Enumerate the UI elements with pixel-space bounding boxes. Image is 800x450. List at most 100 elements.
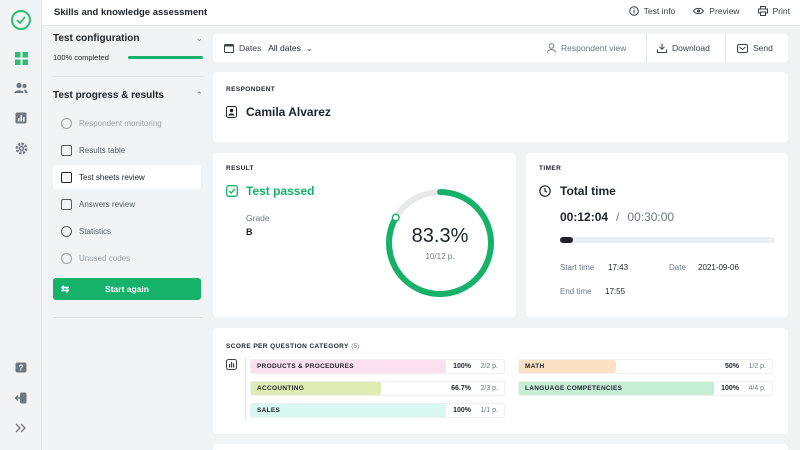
score-category-name: SALES <box>257 407 281 414</box>
mail-icon <box>737 43 748 53</box>
svg-text:?: ? <box>19 364 24 373</box>
score-points: 4/4 p. <box>748 385 766 392</box>
user-icon <box>547 43 556 53</box>
download-button[interactable]: Download <box>657 43 710 53</box>
score-percent: 100% <box>453 407 471 414</box>
preview-button[interactable]: Preview <box>693 6 740 16</box>
score-percent: 66.7% <box>451 385 471 392</box>
score-category-name: LANGUAGE COMPETENCIES <box>525 385 623 392</box>
score-row: LANGUAGE COMPETENCIES 100% 4/4 p. <box>518 381 773 396</box>
score-row: SALES 100% 1/1 p. <box>250 403 505 418</box>
top-actions: Test info Preview Print <box>628 6 790 16</box>
timer-progress-bar <box>560 237 775 243</box>
score-category-name: PRODUCTS & PROCEDURES <box>257 363 354 370</box>
test-info-label: Test info <box>643 6 676 16</box>
score-points: 1/1 p. <box>480 407 498 414</box>
swap-icon: ⇆ <box>61 283 70 295</box>
score-row: MATH 50% 1/2 p. <box>518 359 773 374</box>
score-category-count: (5) <box>351 343 360 350</box>
score-bar-fill <box>251 404 446 417</box>
pie-icon <box>61 225 72 237</box>
test-progress-header[interactable]: Test progress & results ⌃ <box>53 90 203 101</box>
settings-icon[interactable] <box>13 140 29 156</box>
divider <box>725 34 726 62</box>
divider <box>53 317 203 318</box>
monitor-icon <box>61 117 72 129</box>
reports-icon[interactable] <box>13 110 29 126</box>
logo-icon[interactable] <box>11 10 31 30</box>
test-info-button[interactable]: Test info <box>628 6 676 16</box>
test-progress-title: Test progress & results <box>53 90 164 101</box>
download-label: Download <box>672 43 710 53</box>
respondent-label: RESPONDENT <box>226 86 276 93</box>
score-percent: 100% <box>721 385 739 392</box>
dashboard-icon[interactable] <box>13 50 29 66</box>
timer-title-row: Total time <box>539 184 616 198</box>
score-percent: 50% <box>724 363 739 370</box>
download-icon <box>657 43 667 53</box>
timer-limit: 00:30:00 <box>627 210 675 224</box>
top-bar: Skills and knowledge assessment Test inf… <box>42 0 800 26</box>
help-icon[interactable]: ? <box>13 360 29 376</box>
result-percent: 83.3% <box>411 225 469 247</box>
score-bar-fill <box>519 382 714 395</box>
main-toolbar: Dates All dates ⌄ Respondent view Downlo… <box>213 34 788 62</box>
score-category-label: SCORE PER QUESTION CATEGORY <box>226 343 349 350</box>
start-time-label: Start time <box>560 263 595 272</box>
users-icon[interactable] <box>13 80 29 96</box>
sidebar-item-results-table[interactable]: Results table <box>53 138 201 162</box>
respondent-name: Camila Alvarez <box>246 105 331 119</box>
id-card-icon <box>226 106 237 118</box>
dates-filter[interactable]: Dates All dates ⌄ <box>224 43 313 53</box>
table-icon <box>61 144 72 156</box>
dates-value: All dates <box>268 43 301 53</box>
chevron-down-icon: ⌄ <box>195 33 203 43</box>
code-icon <box>61 252 72 264</box>
divider <box>53 76 203 77</box>
result-status-text: Test passed <box>246 184 315 198</box>
test-configuration-header[interactable]: Test configuration ⌄ <box>53 33 203 44</box>
send-button[interactable]: Send <box>737 43 773 53</box>
timer-separator: / <box>616 210 620 224</box>
sidebar-item-label: Statistics <box>79 226 112 236</box>
eye-icon <box>693 7 705 15</box>
score-points: 2/3 p. <box>480 385 498 392</box>
next-card <box>213 444 788 450</box>
config-progress-fill <box>128 56 203 59</box>
print-button[interactable]: Print <box>757 6 790 16</box>
result-status: Test passed <box>226 184 314 198</box>
sidebar-item-answers-review[interactable]: Answers review <box>53 192 201 216</box>
start-again-button[interactable]: ⇆ Start again <box>53 278 201 300</box>
check-box-icon <box>226 185 238 197</box>
score-bar-fill <box>251 360 446 373</box>
end-time-value: 17:55 <box>605 287 626 296</box>
score-ring-knob <box>391 213 400 222</box>
send-label: Send <box>753 43 773 53</box>
respondent-view-label: Respondent view <box>561 43 627 53</box>
score-percent: 100% <box>453 363 471 370</box>
sheet-icon <box>61 171 72 183</box>
start-again-label: Start again <box>105 284 149 294</box>
timer-progress-fill <box>560 237 573 243</box>
divider <box>245 358 246 420</box>
logout-icon[interactable] <box>13 390 29 406</box>
respondent-view-button[interactable]: Respondent view <box>547 43 626 53</box>
left-rail: ? <box>0 0 42 450</box>
preview-label: Preview <box>709 6 740 16</box>
test-configuration-title: Test configuration <box>53 33 140 44</box>
chevron-up-icon: ⌃ <box>195 90 203 100</box>
score-ring-arc <box>386 189 494 297</box>
dates-label: Dates <box>239 43 262 53</box>
sidebar: Test configuration ⌄ 100% completed Test… <box>42 26 212 450</box>
sidebar-item-respondent-monitoring[interactable]: Respondent monitoring <box>53 111 201 135</box>
timer-label: TIMER <box>539 165 562 172</box>
sidebar-item-statistics[interactable]: Statistics <box>53 219 201 243</box>
calendar-icon <box>224 44 234 53</box>
sidebar-item-test-sheets-review[interactable]: Test sheets review <box>53 165 201 189</box>
sidebar-item-label: Respondent monitoring <box>79 118 162 128</box>
expand-icon[interactable] <box>13 420 29 436</box>
config-progress-bar <box>128 56 203 59</box>
score-category-name: MATH <box>525 363 545 370</box>
printer-icon <box>757 6 768 16</box>
sidebar-item-unused-codes[interactable]: Unused codes <box>53 246 201 270</box>
